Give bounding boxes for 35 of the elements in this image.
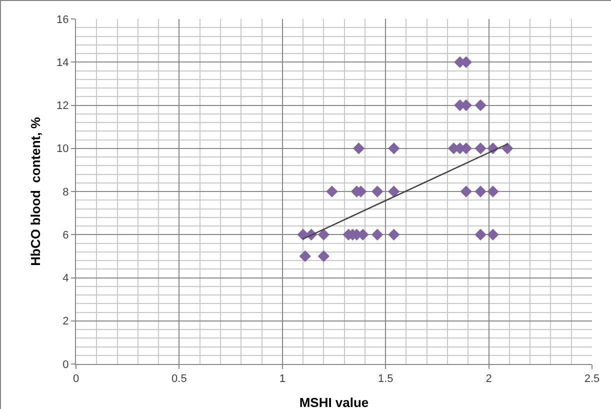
point xyxy=(388,228,400,240)
y-tick-label: 8 xyxy=(62,186,69,198)
x-axis-title: MSHI value xyxy=(299,395,369,409)
x-tick-label: 1 xyxy=(279,373,286,386)
y-tick-label: 0 xyxy=(62,358,69,371)
point xyxy=(371,228,384,240)
point xyxy=(487,186,499,198)
point xyxy=(474,99,486,112)
point xyxy=(299,250,311,262)
y-tick-label: 16 xyxy=(56,14,69,26)
x-tick-label: 0.5 xyxy=(172,373,187,386)
point xyxy=(318,228,330,240)
point xyxy=(388,142,400,154)
x-tick-label: 2 xyxy=(486,373,492,386)
point xyxy=(388,186,400,198)
point xyxy=(487,228,499,240)
point xyxy=(502,142,514,154)
y-tick-label: 6 xyxy=(62,229,69,242)
y-tick-label: 10 xyxy=(56,143,69,156)
y-tick-label: 4 xyxy=(62,272,69,285)
y-tick-label: 2 xyxy=(62,316,69,328)
point xyxy=(474,186,486,198)
x-tick-label: 1.5 xyxy=(378,373,394,386)
point xyxy=(371,186,384,198)
point xyxy=(352,142,365,154)
x-tick-label: 0 xyxy=(72,373,80,386)
y-tick-label: 12 xyxy=(56,100,69,112)
point xyxy=(460,186,472,198)
y-axis-title: HbCO blood content, % xyxy=(28,116,43,266)
point xyxy=(318,250,330,262)
point xyxy=(326,186,338,198)
point xyxy=(474,228,486,240)
y-tick-label: 14 xyxy=(56,56,69,69)
point xyxy=(474,142,486,154)
x-tick-label: 2.5 xyxy=(584,373,600,386)
